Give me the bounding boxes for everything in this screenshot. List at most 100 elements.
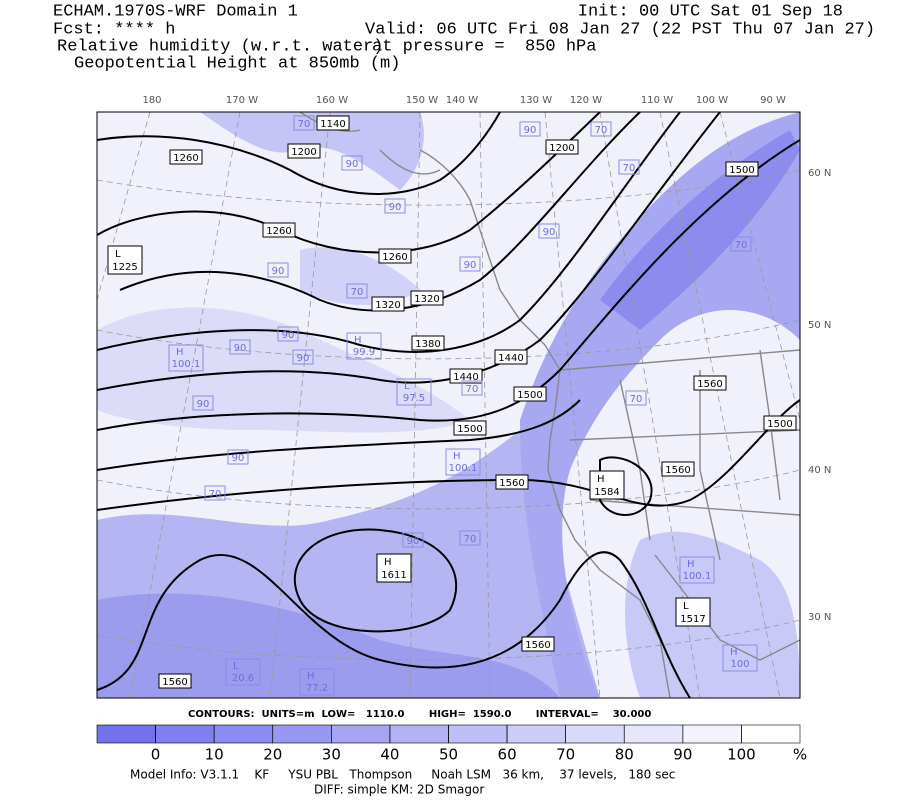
- colorbar-label: 40: [380, 746, 399, 764]
- contour-label: 1560: [499, 478, 524, 489]
- longitude-label: 120 W: [570, 95, 602, 106]
- rh-center-type: H: [730, 647, 738, 658]
- rh-label: 70: [464, 534, 477, 545]
- contour-label: 1200: [291, 147, 316, 158]
- rh-label-box: [730, 236, 752, 252]
- rh-center-type: L: [233, 661, 239, 672]
- rh-label: 90: [272, 266, 285, 277]
- colorbar-swatch: [741, 724, 801, 744]
- map-frame: [96, 111, 801, 699]
- header-text: at pressure = 850 hPa: [372, 37, 596, 56]
- contour-label-box: [763, 415, 797, 431]
- rh-label-box: [538, 223, 560, 239]
- colorbar-label: 80: [615, 746, 634, 764]
- rh-label: 90: [197, 399, 210, 410]
- colorbar-swatch: [565, 724, 625, 744]
- center-type: L: [683, 601, 689, 612]
- contour-label: 1440: [453, 372, 478, 383]
- latitude-label: 40 N: [808, 465, 831, 476]
- rh-center-box: [445, 448, 481, 476]
- rh-label-box: [227, 449, 249, 465]
- center-type: L: [115, 249, 121, 260]
- colorbar-label: 0: [151, 746, 161, 764]
- contour-label: 1260: [266, 226, 291, 237]
- contour-label: 1560: [525, 640, 550, 651]
- rh-label: 90: [232, 453, 245, 464]
- contour-label: 1500: [767, 419, 792, 430]
- rh-center-value: 100.1: [683, 571, 712, 582]
- footer-text: Model Info: V3.1.1 KF YSU PBL Thompson N…: [130, 768, 675, 782]
- rh-label-box: [292, 349, 314, 365]
- contour-label: 1440: [498, 353, 523, 364]
- contour-label-box: [661, 461, 695, 477]
- colorbar-swatch: [448, 724, 508, 744]
- contour-label-box: [169, 149, 203, 165]
- rh-label-box: [519, 121, 541, 137]
- rh-label: 90: [282, 330, 295, 341]
- center-type: H: [597, 474, 605, 485]
- latitude-label: 60 N: [808, 168, 831, 179]
- rh-label-box: [346, 283, 368, 299]
- colorbar-swatch: [506, 724, 566, 744]
- rh-label: 90: [234, 343, 247, 354]
- contour-label: 1260: [173, 153, 198, 164]
- rh-label-box: [204, 485, 226, 501]
- contour-label: 1500: [457, 424, 482, 435]
- colorbar-label: 30: [322, 746, 341, 764]
- latitude-label: 50 N: [808, 320, 831, 331]
- contour-label: 1500: [729, 165, 754, 176]
- contour-label-box: [545, 139, 579, 155]
- rh-label-box: [459, 256, 481, 272]
- rh-center-box: [225, 658, 261, 686]
- center-value: 1611: [381, 570, 406, 581]
- height-contours: [97, 112, 800, 698]
- rh-center-box: [346, 332, 382, 360]
- contour-label-box: [494, 349, 528, 365]
- center-type: H: [384, 557, 392, 568]
- rh-center-type: H: [354, 335, 362, 346]
- longitude-label: 130 W: [520, 95, 552, 106]
- rh-label: 70: [595, 125, 608, 136]
- contour-label-box: [495, 474, 529, 490]
- rh-center-type: H: [176, 347, 184, 358]
- contour-label-box: [410, 290, 444, 306]
- longitude-label: 90 W: [760, 95, 786, 106]
- contour-label: 1560: [697, 379, 722, 390]
- contour-label: 1380: [415, 339, 440, 350]
- header-text: Geopotential Height at 850mb (m): [74, 54, 400, 73]
- contour-label-box: [693, 375, 727, 391]
- rh-label: 90: [524, 125, 537, 136]
- rh-label: 90: [543, 227, 556, 238]
- rh-label-box: [402, 532, 424, 548]
- rh-label: 70: [735, 240, 748, 251]
- rh-label: 70: [466, 384, 479, 395]
- header-text: Init: 00 UTC Sat 01 Sep 18: [578, 2, 843, 21]
- contour-label-box: [371, 296, 405, 312]
- colorbar: 0 10 20 30 40 50 60 70 80 90 100%: [96, 724, 807, 764]
- rh-label-box: [384, 198, 406, 214]
- contour-label-box: [521, 636, 555, 652]
- colorbar-label: 20: [263, 746, 282, 764]
- rh-label: 90: [407, 536, 420, 547]
- rh-center-box: [679, 556, 715, 584]
- center-value: 1225: [112, 262, 137, 273]
- rh-center-box: [722, 644, 758, 672]
- rh-label-box: [229, 339, 251, 355]
- rh-center-value: 100: [730, 659, 749, 670]
- contour-label: 1140: [320, 119, 345, 130]
- rh-label: 90: [389, 202, 402, 213]
- rh-center-value: 99.9: [353, 347, 375, 358]
- rh-center-value: 77.2: [306, 683, 328, 694]
- rh-center-value: 20.6: [232, 673, 254, 684]
- contour-label-box: [449, 368, 483, 384]
- rh-center-type: H: [453, 451, 461, 462]
- header-text: Valid: 06 UTC Fri 08 Jan 27 (22 PST Thu …: [365, 20, 875, 39]
- colorbar-label: 10: [205, 746, 224, 764]
- center-label-box: [376, 553, 412, 583]
- contour-label-box: [411, 335, 445, 351]
- rh-label: 90: [346, 159, 359, 170]
- rh-center-box: [299, 668, 335, 696]
- rh-label: 70: [351, 287, 364, 298]
